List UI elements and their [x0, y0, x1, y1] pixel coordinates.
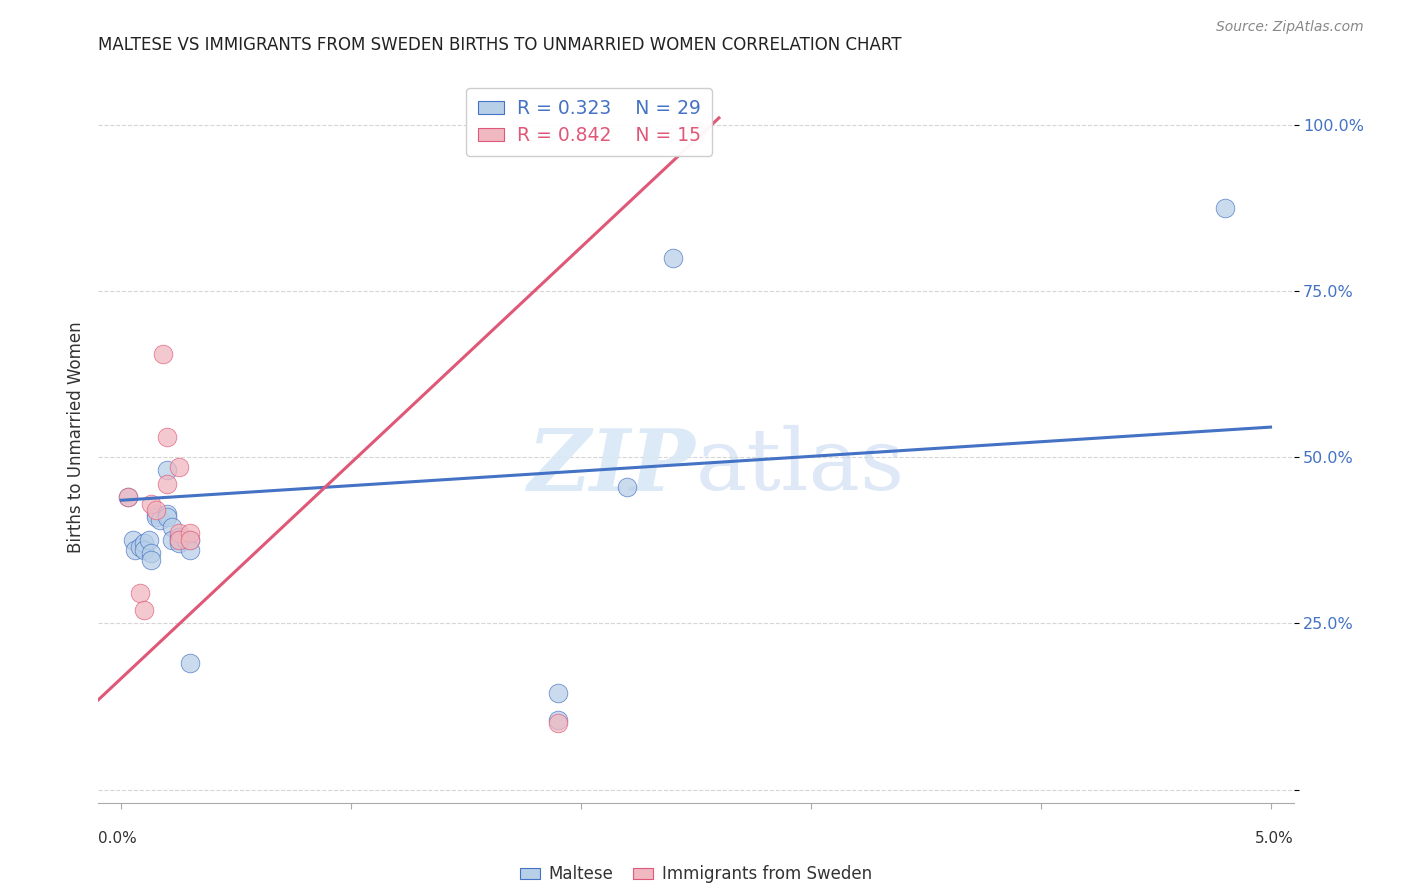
Point — [128, 586, 150, 600]
Point — [167, 526, 190, 541]
Text: atlas: atlas — [696, 425, 905, 508]
Point — [141, 546, 163, 560]
Point — [117, 490, 139, 504]
Point — [167, 530, 190, 544]
Point — [156, 507, 179, 521]
Point — [179, 526, 201, 541]
Point — [174, 533, 197, 548]
Point — [685, 124, 707, 138]
Point — [152, 347, 174, 361]
Point — [156, 463, 179, 477]
Point — [160, 520, 183, 534]
Point — [145, 503, 167, 517]
Point — [156, 430, 179, 444]
Point — [141, 553, 163, 567]
Point — [616, 480, 638, 494]
Legend: Maltese, Immigrants from Sweden: Maltese, Immigrants from Sweden — [513, 859, 879, 890]
Point — [156, 509, 179, 524]
Text: 5.0%: 5.0% — [1254, 831, 1294, 846]
Point — [134, 603, 156, 617]
Point — [156, 476, 179, 491]
Point — [1213, 201, 1236, 215]
Text: 0.0%: 0.0% — [98, 831, 138, 846]
Text: Source: ZipAtlas.com: Source: ZipAtlas.com — [1216, 21, 1364, 34]
Point — [167, 460, 190, 475]
Point — [547, 713, 569, 727]
Point — [117, 490, 139, 504]
Point — [149, 513, 172, 527]
Point — [179, 533, 201, 548]
Point — [128, 540, 150, 554]
Point — [141, 497, 163, 511]
Point — [167, 533, 190, 548]
Point — [122, 533, 145, 548]
Point — [179, 533, 201, 548]
Point — [662, 251, 685, 265]
Text: MALTESE VS IMMIGRANTS FROM SWEDEN BIRTHS TO UNMARRIED WOMEN CORRELATION CHART: MALTESE VS IMMIGRANTS FROM SWEDEN BIRTHS… — [98, 36, 901, 54]
Point — [167, 533, 190, 548]
Point — [547, 686, 569, 700]
Point — [124, 543, 146, 558]
Point — [160, 533, 183, 548]
Point — [167, 536, 190, 550]
Point — [134, 536, 156, 550]
Point — [179, 543, 201, 558]
Point — [134, 543, 156, 558]
Point — [179, 656, 201, 670]
Point — [138, 533, 160, 548]
Text: ZIP: ZIP — [529, 425, 696, 508]
Point — [547, 716, 569, 731]
Point — [145, 507, 167, 521]
Point — [145, 509, 167, 524]
Y-axis label: Births to Unmarried Women: Births to Unmarried Women — [66, 321, 84, 553]
